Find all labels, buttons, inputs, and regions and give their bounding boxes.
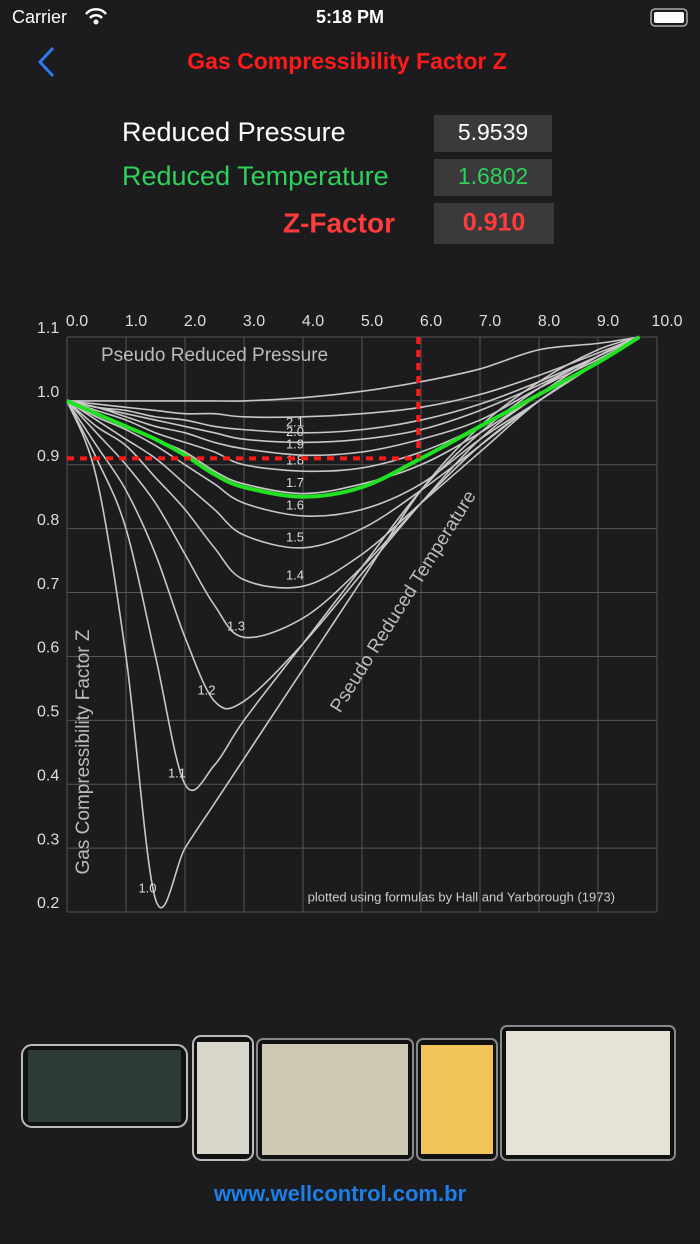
website-link[interactable]: www.wellcontrol.com.br [213, 1181, 467, 1206]
temperature-value: 1.6802 [458, 163, 528, 189]
curve-label: 1.2 [197, 683, 215, 698]
y-tick-label: 0.2 [37, 895, 59, 912]
y-tick-label: 1.0 [37, 384, 59, 401]
x-tick-label: 2.0 [184, 313, 206, 330]
curve-label: 1.9 [286, 437, 304, 452]
z-field [434, 203, 554, 244]
z-curve [66, 335, 641, 499]
z-curve [66, 336, 640, 457]
thumbnail-content [197, 1042, 249, 1154]
z-curve [66, 336, 640, 419]
z-value: 0.910 [463, 209, 526, 237]
wifi-icon [85, 8, 107, 19]
y-axis-title: Gas Compressibility Factor Z [73, 629, 94, 874]
curve-label: 1.3 [227, 619, 245, 634]
pressure-label: Reduced Pressure [122, 117, 346, 147]
x-tick-label: 7.0 [479, 313, 501, 330]
y-tick-label: 0.4 [37, 767, 59, 784]
curve-label: 1.5 [286, 529, 304, 544]
x-axis-title: Pseudo Reduced Pressure [101, 345, 328, 366]
y-tick-label: 0.7 [37, 576, 59, 593]
z-curve [66, 336, 640, 517]
temperature-label: Reduced Temperature [122, 161, 389, 191]
wifi-dot [93, 19, 99, 25]
x-tick-label: 1.0 [125, 313, 147, 330]
z-chart: 0.0 1.0 2.0 3.0 4.0 5.0 6.0 7.0 8.0 9.0 10.0 0.2 0.3… [37, 313, 683, 913]
temperature-field[interactable] [434, 159, 552, 196]
z-curve [66, 336, 640, 589]
clock: 5:18 PM [316, 7, 384, 27]
y-tick-label: 0.3 [37, 831, 59, 848]
curve-label: 1.7 [286, 475, 304, 490]
y-tick-label: 0.9 [37, 448, 59, 465]
z-curve [66, 336, 640, 434]
thumbnail-content [28, 1050, 181, 1122]
z-curve [67, 336, 640, 402]
x-tick-label: 10.0 [651, 313, 682, 330]
x-tick-label: 6.0 [420, 313, 442, 330]
x-tick-label: 8.0 [538, 313, 560, 330]
x-tick-label: 0.0 [66, 313, 88, 330]
thumbnail-content [421, 1045, 493, 1154]
curve-label: 1.6 [286, 497, 304, 512]
x-tick-label: 3.0 [243, 313, 265, 330]
y-tick-label: 1.1 [37, 320, 59, 337]
battery [650, 8, 688, 27]
screen-title: Gas Compressibility Factor Z [187, 48, 507, 74]
thumbnail-content [262, 1044, 408, 1155]
thumbnail-content [506, 1031, 670, 1155]
curve-label: 2.0 [286, 424, 304, 439]
x-tick-label: 9.0 [597, 313, 619, 330]
x-tick-label: 4.0 [302, 313, 324, 330]
x-tick-label: 5.0 [361, 313, 383, 330]
curve-label: 1.0 [138, 881, 156, 896]
battery-level [654, 12, 684, 23]
chart-note: plotted using formulas by Hall and Yarbo… [308, 889, 615, 904]
pressure-value: 5.9539 [458, 119, 528, 145]
z-curve [66, 336, 640, 792]
curve-label: 1.4 [286, 568, 304, 583]
z-curve [66, 336, 640, 909]
screenshot-strip [21, 1025, 676, 1161]
z-label: Z-Factor [283, 207, 395, 238]
z-curve [66, 336, 640, 549]
back-button[interactable] [37, 46, 55, 78]
z-curve [66, 336, 640, 444]
pressure-field[interactable] [434, 115, 552, 152]
y-tick-label: 0.5 [37, 704, 59, 721]
y-tick-label: 0.6 [37, 640, 59, 657]
curve-label: 1.1 [168, 766, 186, 781]
curve-label: 2.1 [286, 414, 304, 429]
y-tick-label: 0.8 [37, 512, 59, 529]
carrier: Carrier [12, 7, 67, 27]
